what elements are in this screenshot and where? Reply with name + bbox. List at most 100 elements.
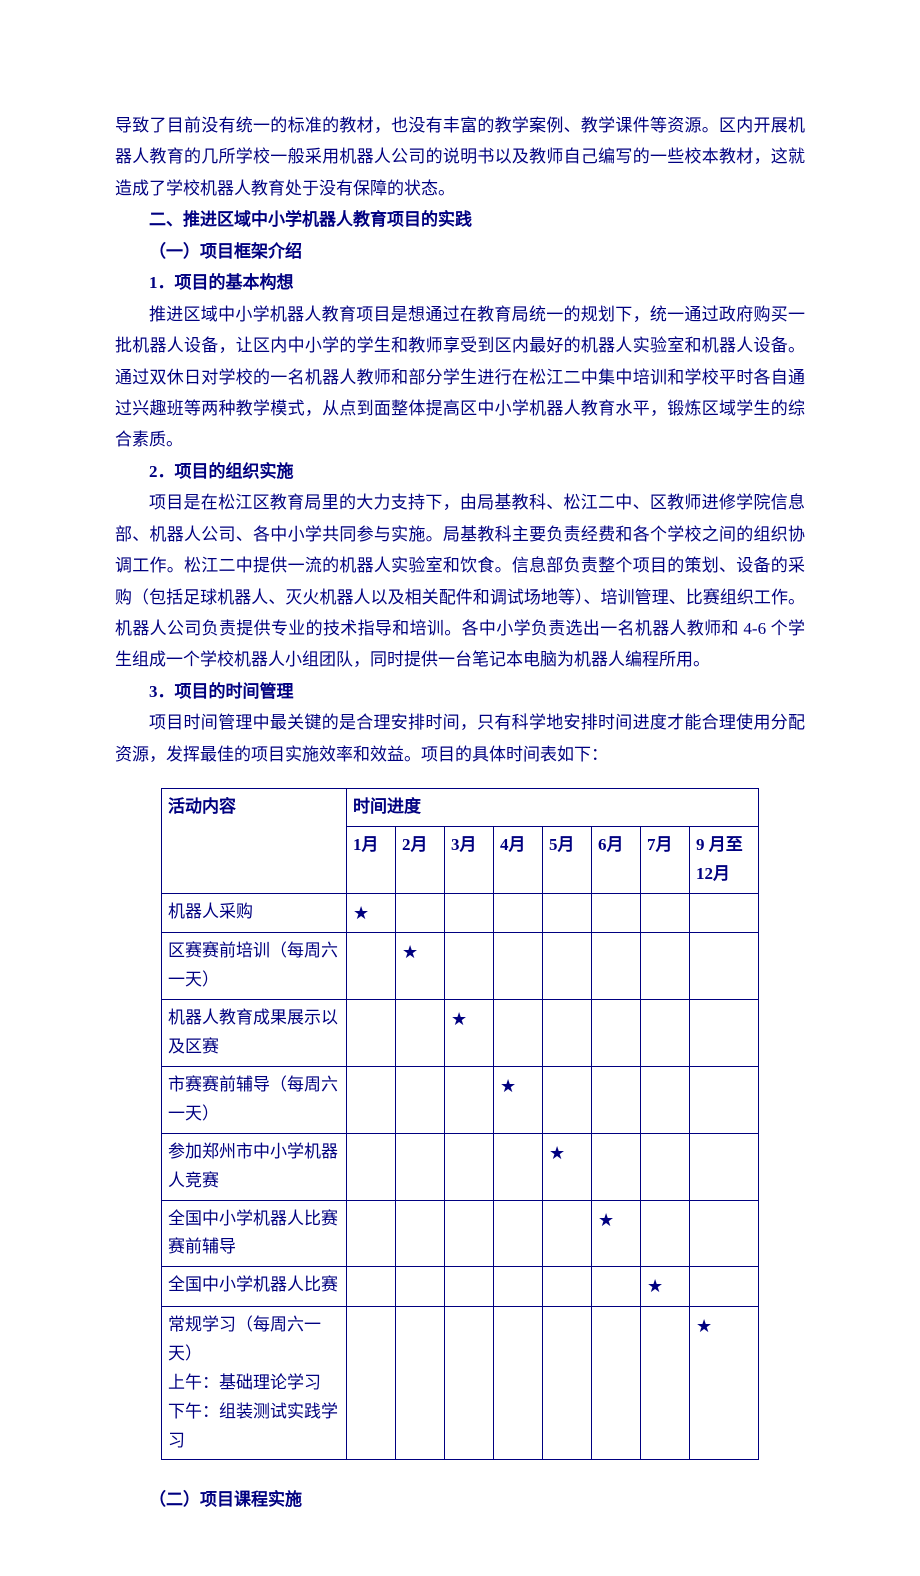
schedule-cell (445, 1200, 494, 1267)
activity-cell: 机器人教育成果展示以及区赛 (162, 1000, 347, 1067)
schedule-cell (445, 1306, 494, 1459)
table-row: 全国中小学机器人比赛 ★ (162, 1267, 759, 1307)
schedule-cell (494, 1000, 543, 1067)
month-header: 2月 (396, 827, 445, 894)
schedule-cell (592, 1306, 641, 1459)
schedule-cell (690, 1133, 759, 1200)
schedule-cell (347, 1000, 396, 1067)
schedule-cell: ★ (396, 933, 445, 1000)
schedule-cell (592, 1133, 641, 1200)
schedule-cell (690, 893, 759, 933)
schedule-cell (543, 1306, 592, 1459)
schedule-cell (396, 1067, 445, 1134)
schedule-cell (347, 933, 396, 1000)
schedule-cell (347, 1200, 396, 1267)
schedule-cell (641, 1306, 690, 1459)
schedule-cell (690, 1267, 759, 1307)
paragraph-3: 项目时间管理中最关键的是合理安排时间，只有科学地安排时间进度才能合理使用分配资源… (115, 707, 805, 770)
schedule-cell (494, 1306, 543, 1459)
schedule-cell (690, 933, 759, 1000)
month-header: 7月 (641, 827, 690, 894)
schedule-cell (445, 933, 494, 1000)
schedule-cell (543, 1200, 592, 1267)
schedule-cell (690, 1000, 759, 1067)
schedule-cell (690, 1067, 759, 1134)
heading-item-2: 2．项目的组织实施 (115, 456, 805, 487)
month-header: 1月 (347, 827, 396, 894)
schedule-cell (641, 1200, 690, 1267)
month-header: 3月 (445, 827, 494, 894)
schedule-cell (347, 1067, 396, 1134)
schedule-cell (543, 933, 592, 1000)
schedule-cell (347, 1133, 396, 1200)
schedule-cell (592, 933, 641, 1000)
activity-cell: 市赛赛前辅导（每周六一天） (162, 1067, 347, 1134)
table-row: 全国中小学机器人比赛赛前辅导 ★ (162, 1200, 759, 1267)
schedule-cell (690, 1200, 759, 1267)
table-row: 区赛赛前培训（每周六一天） ★ (162, 933, 759, 1000)
schedule-cell: ★ (347, 893, 396, 933)
schedule-cell (592, 1267, 641, 1307)
table-row: 机器人教育成果展示以及区赛 ★ (162, 1000, 759, 1067)
schedule-cell (445, 893, 494, 933)
schedule-cell (396, 893, 445, 933)
schedule-cell (494, 1267, 543, 1307)
table-row: 常规学习（每周六一天） 上午：基础理论学习 下午：组装测试实践学习★ (162, 1306, 759, 1459)
table-header-row-1: 活动内容 时间进度 (162, 789, 759, 827)
schedule-cell (641, 933, 690, 1000)
month-header: 4月 (494, 827, 543, 894)
month-header: 5月 (543, 827, 592, 894)
schedule-cell (641, 893, 690, 933)
schedule-cell: ★ (445, 1000, 494, 1067)
table-row: 参加郑州市中小学机器人竞赛 ★ (162, 1133, 759, 1200)
heading-subsection-1: （一）项目框架介绍 (115, 236, 805, 267)
schedule-cell (396, 1133, 445, 1200)
table-row: 机器人采购★ (162, 893, 759, 933)
heading-subsection-2: （二）项目课程实施 (115, 1484, 805, 1515)
schedule-cell (543, 1000, 592, 1067)
schedule-body: 机器人采购★区赛赛前培训（每周六一天）★机器人教育成果展示以及区赛★市赛赛前辅导… (162, 893, 759, 1460)
activity-header-cell: 活动内容 (162, 789, 347, 894)
activity-cell: 全国中小学机器人比赛 (162, 1267, 347, 1307)
month-header: 9 月至 12月 (690, 827, 759, 894)
schedule-cell (494, 1200, 543, 1267)
heading-item-3: 3．项目的时间管理 (115, 676, 805, 707)
schedule-cell: ★ (641, 1267, 690, 1307)
schedule-cell (396, 1306, 445, 1459)
schedule-cell: ★ (543, 1133, 592, 1200)
heading-item-1: 1．项目的基本构想 (115, 267, 805, 298)
schedule-cell: ★ (592, 1200, 641, 1267)
schedule-cell: ★ (494, 1067, 543, 1134)
table-row: 市赛赛前辅导（每周六一天） ★ (162, 1067, 759, 1134)
activity-cell: 全国中小学机器人比赛赛前辅导 (162, 1200, 347, 1267)
schedule-cell (445, 1133, 494, 1200)
document-page: 导致了目前没有统一的标准的教材，也没有丰富的教学案例、教学课件等资源。区内开展机… (0, 0, 920, 1576)
paragraph-intro: 导致了目前没有统一的标准的教材，也没有丰富的教学案例、教学课件等资源。区内开展机… (115, 110, 805, 204)
paragraph-2: 项目是在松江区教育局里的大力支持下，由局基教科、松江二中、区教师进修学院信息部、… (115, 487, 805, 676)
activity-cell: 区赛赛前培训（每周六一天） (162, 933, 347, 1000)
schedule-cell (494, 893, 543, 933)
schedule-cell (592, 1067, 641, 1134)
schedule-cell (494, 1133, 543, 1200)
schedule-cell (543, 1067, 592, 1134)
schedule-cell (641, 1000, 690, 1067)
schedule-cell (396, 1200, 445, 1267)
schedule-cell (445, 1067, 494, 1134)
schedule-cell (543, 893, 592, 933)
activity-cell: 机器人采购 (162, 893, 347, 933)
month-header: 6月 (592, 827, 641, 894)
schedule-cell (445, 1267, 494, 1307)
schedule-cell (592, 1000, 641, 1067)
activity-cell: 参加郑州市中小学机器人竞赛 (162, 1133, 347, 1200)
schedule-cell (347, 1306, 396, 1459)
schedule-cell (641, 1067, 690, 1134)
schedule-cell (396, 1000, 445, 1067)
paragraph-1: 推进区域中小学机器人教育项目是想通过在教育局统一的规划下，统一通过政府购买一批机… (115, 299, 805, 456)
schedule-cell (641, 1133, 690, 1200)
schedule-cell (543, 1267, 592, 1307)
schedule-cell: ★ (690, 1306, 759, 1459)
heading-section-2: 二、推进区域中小学机器人教育项目的实践 (115, 204, 805, 235)
schedule-cell (592, 893, 641, 933)
time-header-cell: 时间进度 (347, 789, 759, 827)
schedule-cell (347, 1267, 396, 1307)
